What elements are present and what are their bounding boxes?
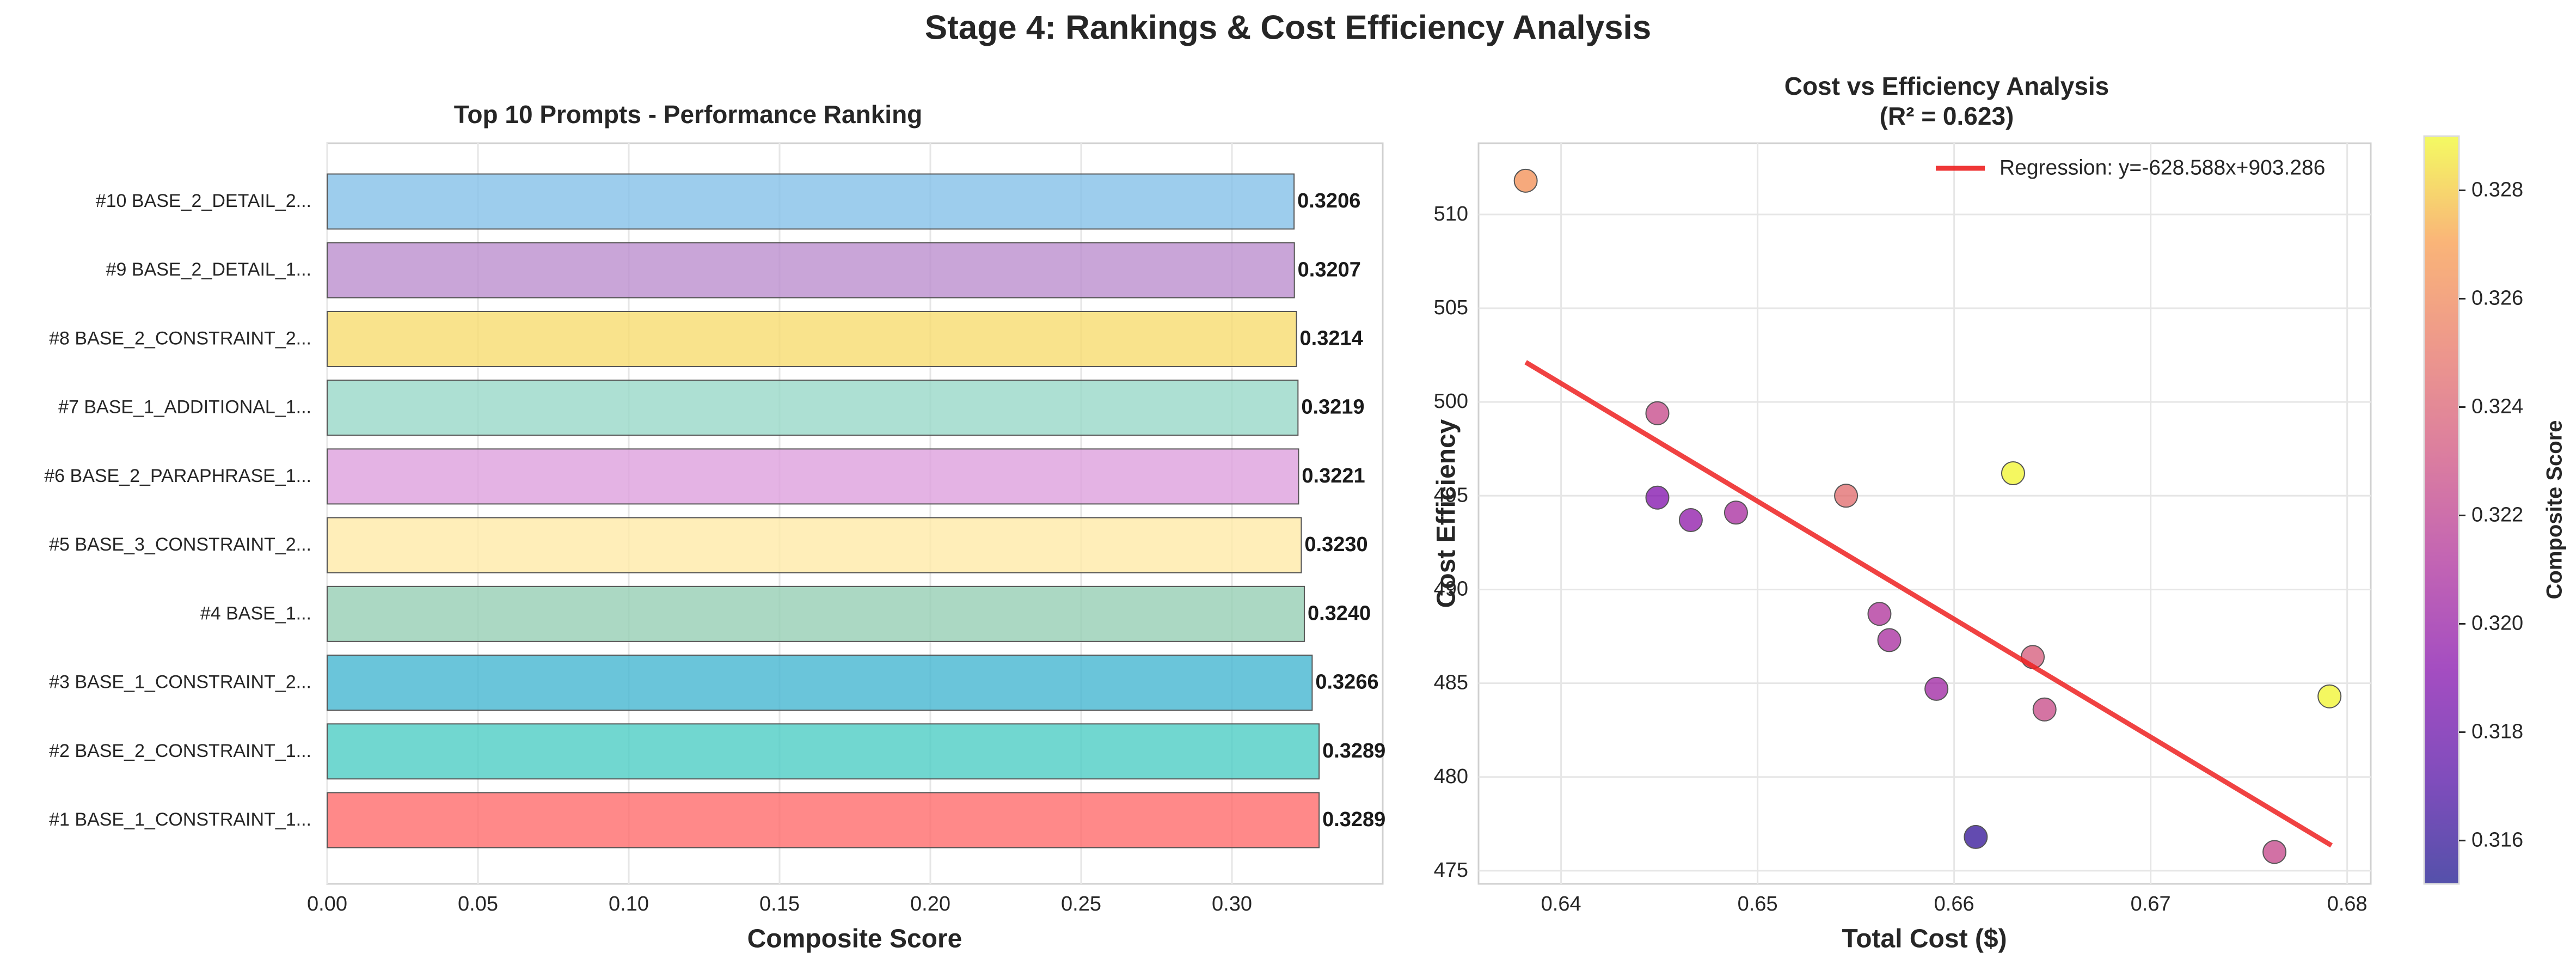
ranking-bar-chart: Top 10 Prompts - Performance Ranking 0.3… <box>44 100 1385 954</box>
cost-efficiency-scatter: Cost vs Efficiency Analysis (R² = 0.623)… <box>1432 72 2567 954</box>
bar-rect <box>327 173 1295 230</box>
bar-category-label: #7 BASE_1_ADDITIONAL_1... <box>58 397 311 418</box>
scatter-y-tick-label: 505 <box>1434 296 1468 319</box>
scatter-y-tick-label: 495 <box>1434 484 1468 506</box>
scatter-point <box>1924 676 1949 701</box>
bar-value-label: 0.3240 <box>1308 602 1371 625</box>
bar-value-label: 0.3221 <box>1302 465 1365 487</box>
scatter-point <box>1724 500 1748 525</box>
bar-rect <box>327 585 1305 642</box>
bar-rect <box>327 448 1299 505</box>
scatter-point <box>1867 602 1892 626</box>
bar-rect <box>327 242 1295 298</box>
colorbar-tick-label: 0.324 <box>2471 395 2523 418</box>
bar-rect <box>327 792 1320 848</box>
scatter-gridlines <box>1479 143 2371 884</box>
bar-x-tick-label: 0.15 <box>759 893 800 915</box>
bar-category-labels: #10 BASE_2_DETAIL_2... #9 BASE_2_DETAIL_1… <box>44 191 311 830</box>
scatter-x-tick-label: 0.67 <box>2131 893 2171 915</box>
bar-x-tick-labels: 0.00 0.05 0.10 0.15 0.20 0.25 0.30 <box>307 893 1252 915</box>
scatter-point <box>1645 401 1670 425</box>
colorbar-tick-labels: 0.316 0.318 0.320 0.322 0.324 0.326 0.328 <box>2459 179 2523 851</box>
bar-rect <box>327 723 1320 780</box>
bar-x-tick-label: 0.20 <box>910 893 950 915</box>
scatter-x-axis-label: Total Cost ($) <box>1842 925 2007 954</box>
bar-category-label: #5 BASE_3_CONSTRAINT_2... <box>49 534 311 555</box>
bar-rect <box>327 655 1313 711</box>
colorbar-tick-label: 0.328 <box>2471 179 2523 201</box>
legend-regression-label: Regression: y=-628.588x+903.286 <box>2000 156 2325 179</box>
bar-category-label: #1 BASE_1_CONSTRAINT_1... <box>49 809 311 830</box>
scatter-point <box>1513 168 1538 193</box>
scatter-points <box>1513 168 2342 864</box>
scatter-x-tick-labels: 0.64 0.65 0.66 0.67 0.68 <box>1541 893 2368 915</box>
bar-category-label: #4 BASE_1... <box>200 603 311 624</box>
bar-category-label: #10 BASE_2_DETAIL_2... <box>96 191 311 211</box>
bar-category-label: #8 BASE_2_CONSTRAINT_2... <box>49 328 311 349</box>
bar-rect <box>327 310 1297 367</box>
regression-line <box>1524 360 2333 848</box>
bar-category-label: #3 BASE_1_CONSTRAINT_2... <box>49 672 311 693</box>
bar-rect <box>327 517 1302 573</box>
scatter-point <box>1678 508 1703 533</box>
scatter-x-tick-label: 0.65 <box>1738 893 1778 915</box>
colorbar-tick-label: 0.318 <box>2471 720 2523 743</box>
scatter-plot-area <box>1477 142 2372 885</box>
scatter-y-tick-label: 510 <box>1434 203 1468 225</box>
scatter-x-tick-label: 0.66 <box>1934 893 1974 915</box>
bar-value-label: 0.3230 <box>1304 533 1367 556</box>
bar-value-label: 0.3206 <box>1297 190 1360 212</box>
bar-x-tick-label: 0.05 <box>458 893 498 915</box>
bar-value-label: 0.3219 <box>1301 396 1364 419</box>
scatter-point <box>1645 485 1670 510</box>
scatter-y-axis-label: Cost Efficiency <box>1432 419 1461 608</box>
scatter-y-tick-label: 490 <box>1434 577 1468 600</box>
bar-category-label: #9 BASE_2_DETAIL_1... <box>106 259 311 280</box>
bar-value-labels: 0.3206 0.3207 0.3214 0.3219 0.3221 0.3230 0.32… <box>1297 190 1385 831</box>
bar-value-label: 0.3214 <box>1300 327 1363 350</box>
bar-x-tick-label: 0.10 <box>609 893 649 915</box>
figure-suptitle: Stage 4: Rankings & Cost Efficiency Anal… <box>925 9 1652 46</box>
scatter-point <box>2032 697 2057 722</box>
colorbar-tick-label: 0.322 <box>2471 503 2523 526</box>
colorbar-label: Composite Score <box>2543 420 2567 600</box>
bar-value-label: 0.3289 <box>1322 740 1385 762</box>
scatter-point <box>2001 461 2025 485</box>
colorbar-tick-label: 0.316 <box>2471 828 2523 851</box>
bar-x-tick-label: 0.25 <box>1061 893 1101 915</box>
scatter-y-tick-label: 500 <box>1434 390 1468 413</box>
bar-x-tick-label: 0.30 <box>1212 893 1252 915</box>
scatter-y-tick-labels: 475 480 485 490 495 500 505 510 <box>1434 203 1468 882</box>
scatter-point <box>1877 628 1902 652</box>
scatter-legend: Regression: y=-628.588x+903.286 <box>1936 156 2325 179</box>
scatter-point <box>2262 840 2287 864</box>
scatter-point <box>2317 684 2342 709</box>
bar-x-tick-label: 0.00 <box>307 893 347 915</box>
scatter-x-tick-label: 0.64 <box>1541 893 1581 915</box>
bar-rect <box>327 380 1299 436</box>
bar-category-label: #2 BASE_2_CONSTRAINT_1... <box>49 741 311 761</box>
scatter-y-tick-label: 480 <box>1434 765 1468 788</box>
bar-category-label: #6 BASE_2_PARAPHRASE_1... <box>44 466 311 486</box>
bar-value-label: 0.3266 <box>1315 671 1378 694</box>
scatter-y-tick-label: 475 <box>1434 859 1468 882</box>
colorbar-tick-label: 0.320 <box>2471 612 2523 634</box>
colorbar-tick-label: 0.326 <box>2471 287 2523 310</box>
bar-chart-title: Top 10 Prompts - Performance Ranking <box>454 100 923 129</box>
scatter-point <box>1834 484 1859 508</box>
scatter-title: Cost vs Efficiency Analysis <box>1784 72 2109 100</box>
bar-x-axis-label: Composite Score <box>747 925 962 954</box>
colorbar <box>2423 135 2460 885</box>
bar-value-label: 0.3289 <box>1322 808 1385 831</box>
scatter-x-tick-label: 0.68 <box>2327 893 2368 915</box>
scatter-subtitle: (R² = 0.623) <box>1880 102 2014 130</box>
bar-value-label: 0.3207 <box>1298 258 1361 281</box>
scatter-point <box>1964 825 1988 849</box>
scatter-y-tick-label: 485 <box>1434 671 1468 694</box>
bar-series <box>327 173 1320 848</box>
